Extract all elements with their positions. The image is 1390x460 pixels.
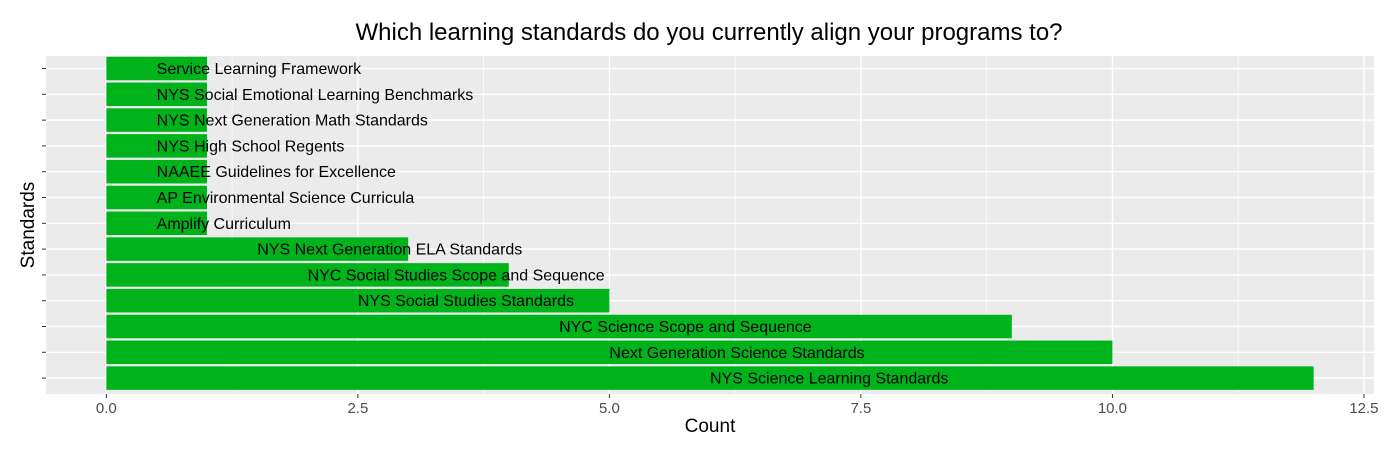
x-tick-label: 10.0 [1098, 400, 1127, 417]
bar-label: Service Learning Framework [157, 61, 363, 78]
bars [106, 56, 1314, 390]
bar [106, 185, 207, 210]
x-axis-title: Count [685, 416, 736, 437]
y-axis-ticks [42, 68, 46, 379]
bar [106, 366, 1314, 390]
x-axis-ticks: 0.0 2.5 5.0 7.5 10.0 12.5 [96, 394, 1379, 417]
x-tick-label: 0.0 [96, 400, 117, 417]
bar [106, 314, 1012, 339]
bar-label: NYS Social Studies Standards [358, 293, 574, 310]
bar-label: Next Generation Science Standards [609, 345, 864, 362]
bar-label: Amplify Curriculum [157, 216, 291, 233]
bar [106, 263, 509, 287]
bar [106, 288, 610, 313]
bar [106, 211, 207, 236]
bar-label: NAAEE Guidelines for Excellence [157, 164, 396, 181]
y-axis-title: Standards [18, 182, 39, 269]
bar-labels: Service Learning Framework NYS Social Emo… [157, 61, 949, 388]
x-tick-label: 2.5 [347, 400, 368, 417]
x-tick-label: 5.0 [599, 400, 620, 417]
bar-label: NYC Science Scope and Sequence [559, 319, 812, 336]
bar-label: AP Environmental Science Curricula [157, 190, 415, 207]
bar-label: NYS Science Learning Standards [710, 371, 948, 388]
bar-label: NYS Social Emotional Learning Benchmarks [157, 87, 474, 104]
x-tick-label: 12.5 [1349, 400, 1378, 417]
bar [106, 108, 207, 132]
x-tick-label: 7.5 [850, 400, 871, 417]
bar [106, 82, 207, 107]
bar [106, 237, 409, 261]
bar-label: NYS High School Regents [157, 138, 345, 155]
chart-title: Which learning standards do you currentl… [355, 19, 1062, 46]
bar-label: NYS Next Generation Math Standards [157, 113, 428, 130]
bar [106, 134, 207, 158]
bar [106, 159, 207, 184]
bar-label: NYC Social Studies Scope and Sequence [308, 267, 605, 284]
bar [106, 56, 207, 81]
bar-label: NYS Next Generation ELA Standards [257, 242, 522, 259]
bar [106, 340, 1113, 365]
